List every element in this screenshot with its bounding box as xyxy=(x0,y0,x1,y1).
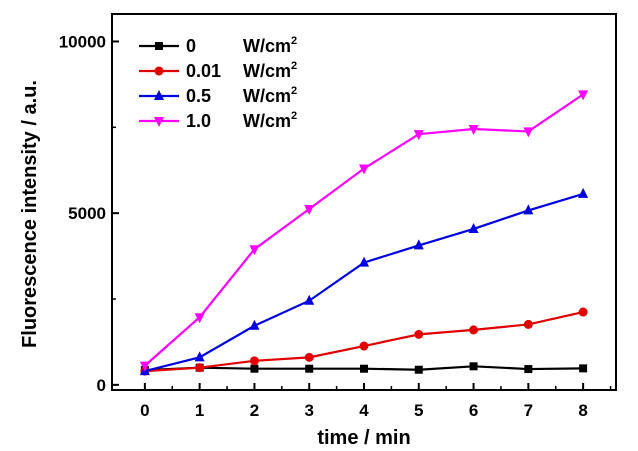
series-layer xyxy=(139,90,589,376)
x-tick-label: 1 xyxy=(195,401,204,420)
data-point xyxy=(360,364,368,373)
data-point xyxy=(413,130,424,141)
data-point xyxy=(304,352,314,362)
legend-unit-superscript: 2 xyxy=(291,85,297,97)
legend-value: 1.0 xyxy=(186,111,211,131)
legend-item: 0 W/cm2 xyxy=(139,35,297,56)
data-point xyxy=(194,351,205,362)
data-point xyxy=(139,361,150,372)
data-point xyxy=(468,222,479,233)
data-point xyxy=(304,294,315,305)
legend-unit-superscript: 2 xyxy=(291,35,297,47)
y-axis-title: Fluorescence intensity / a.u. xyxy=(19,80,41,348)
data-point xyxy=(194,313,205,324)
data-point xyxy=(359,164,369,175)
data-point xyxy=(523,319,533,329)
x-tick-label: 0 xyxy=(140,401,149,420)
legend-marker xyxy=(154,117,164,127)
data-point xyxy=(359,341,369,351)
data-point xyxy=(249,356,259,366)
y-tick-label: 10000 xyxy=(59,32,106,51)
data-point xyxy=(414,365,423,374)
data-point xyxy=(359,256,369,267)
data-point xyxy=(304,205,315,216)
data-point xyxy=(523,127,534,138)
x-tick-label: 4 xyxy=(359,401,369,420)
legend-unit-superscript: 2 xyxy=(291,60,297,72)
x-tick-label: 3 xyxy=(304,401,313,420)
x-tick-label: 6 xyxy=(469,401,478,420)
x-tick-label: 7 xyxy=(524,401,533,420)
legend-item: 0.01 W/cm2 xyxy=(139,60,297,81)
legend-unit: W/cm2 xyxy=(243,110,297,131)
data-point xyxy=(249,319,260,330)
plot-frame xyxy=(111,13,617,391)
legend-unit-superscript: 2 xyxy=(291,110,297,122)
data-point xyxy=(413,239,424,250)
legend-value: 0.5 xyxy=(186,86,211,106)
axis-ticks: 0 1 2 3 4 5 6 7 8 0 5000 10000 xyxy=(59,32,612,420)
data-point xyxy=(578,307,588,317)
data-point xyxy=(578,90,589,101)
data-point xyxy=(469,325,479,335)
data-point xyxy=(469,362,478,371)
series-0 xyxy=(140,362,588,375)
legend-marker xyxy=(154,90,164,100)
legend-item: 1.0 W/cm2 xyxy=(139,110,297,131)
legend-value: 0 xyxy=(186,36,196,56)
data-point xyxy=(524,365,533,374)
data-point xyxy=(579,364,588,373)
y-tick-label: 0 xyxy=(97,376,106,395)
x-axis-title: time / min xyxy=(317,427,410,449)
data-point xyxy=(305,364,314,373)
data-point xyxy=(195,363,205,373)
series-3 xyxy=(139,90,589,372)
legend-value: 0.01 xyxy=(186,61,221,81)
data-point xyxy=(523,204,534,215)
legend-unit: W/cm2 xyxy=(243,85,297,106)
x-tick-label: 2 xyxy=(250,401,259,420)
x-tick-label: 8 xyxy=(578,401,587,420)
legend-item: 0.5 W/cm2 xyxy=(139,85,297,106)
legend-marker xyxy=(154,66,164,76)
legend-unit: W/cm2 xyxy=(243,35,297,56)
data-point xyxy=(249,245,260,256)
y-tick-label: 5000 xyxy=(68,204,106,223)
data-point xyxy=(250,364,259,373)
legend-marker xyxy=(155,42,163,50)
legend: 0 W/cm2 0.01 W/cm2 0.5 W/cm2 1.0 W/cm2 xyxy=(139,35,297,131)
data-point xyxy=(578,187,589,198)
x-tick-label: 5 xyxy=(414,401,423,420)
data-point xyxy=(414,329,424,339)
series-1 xyxy=(140,307,588,376)
series-2 xyxy=(139,187,589,376)
data-point xyxy=(468,125,479,136)
legend-unit: W/cm2 xyxy=(243,60,297,81)
